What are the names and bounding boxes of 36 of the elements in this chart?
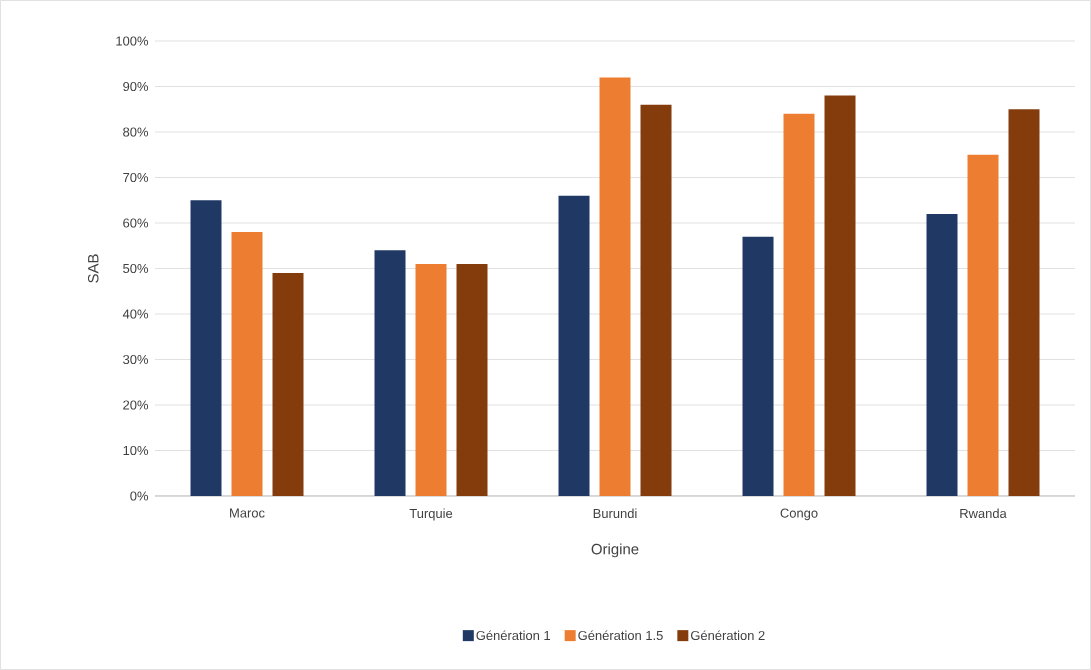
bar (599, 77, 631, 496)
x-tick-label: Rwanda (960, 508, 1007, 519)
bar (374, 250, 406, 496)
bar (783, 113, 815, 496)
bar (742, 236, 774, 496)
x-tick-label: Congo (780, 508, 818, 521)
bar (272, 273, 304, 496)
bar (415, 263, 447, 496)
y-tick-label: 40% (122, 309, 149, 319)
y-tick-label: 0% (130, 491, 149, 501)
x-tick-label: Maroc (230, 508, 265, 518)
bar (231, 232, 263, 496)
y-tick-label: 70% (123, 172, 149, 183)
y-tick-label: 50% (123, 263, 149, 274)
bar (967, 154, 999, 496)
bar (1008, 109, 1040, 496)
legend-label: Génération 1 (476, 630, 551, 641)
bar (558, 195, 590, 496)
bar (640, 104, 672, 496)
bar (456, 263, 488, 496)
y-tick-label: 100% (116, 36, 149, 46)
legend-label: Génération 1.5 (578, 630, 663, 641)
y-tick-label: 30% (123, 354, 149, 365)
y-tick-label: 60% (123, 218, 149, 228)
x-tick-label: Burundi (593, 508, 637, 519)
x-tick-label: Turquie (409, 508, 453, 521)
x-axis-title: Origine (591, 543, 639, 558)
bar (926, 213, 958, 496)
y-axis-title: SAB (87, 254, 99, 283)
bar (824, 95, 856, 496)
bar (190, 200, 222, 496)
y-tick-label: 20% (123, 400, 149, 410)
legend-label: Génération 2 (690, 630, 765, 641)
y-tick-label: 80% (123, 127, 149, 137)
y-tick-label: 10% (123, 445, 149, 456)
y-tick-label: 90% (123, 81, 149, 92)
